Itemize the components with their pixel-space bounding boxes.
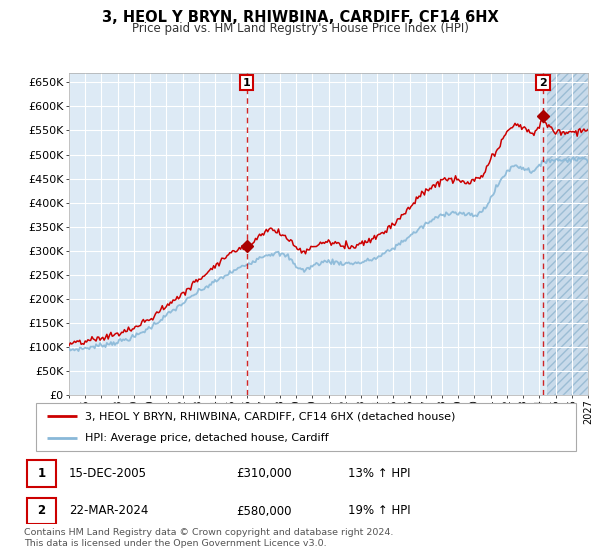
Text: 3, HEOL Y BRYN, RHIWBINA, CARDIFF, CF14 6HX (detached house): 3, HEOL Y BRYN, RHIWBINA, CARDIFF, CF14 … [85,411,455,421]
Text: Contains HM Land Registry data © Crown copyright and database right 2024.
This d: Contains HM Land Registry data © Crown c… [24,528,394,548]
Text: HPI: Average price, detached house, Cardiff: HPI: Average price, detached house, Card… [85,433,328,443]
Text: 2: 2 [539,78,547,87]
Text: 13% ↑ HPI: 13% ↑ HPI [347,466,410,480]
Text: 15-DEC-2005: 15-DEC-2005 [68,466,146,480]
FancyBboxPatch shape [27,460,56,487]
Text: 19% ↑ HPI: 19% ↑ HPI [347,505,410,517]
Text: £310,000: £310,000 [236,466,292,480]
Text: 22-MAR-2024: 22-MAR-2024 [68,505,148,517]
Text: 1: 1 [37,466,46,480]
Text: 3, HEOL Y BRYN, RHIWBINA, CARDIFF, CF14 6HX: 3, HEOL Y BRYN, RHIWBINA, CARDIFF, CF14 … [101,10,499,25]
Text: 1: 1 [243,78,251,87]
Text: £580,000: £580,000 [236,505,292,517]
Text: Price paid vs. HM Land Registry's House Price Index (HPI): Price paid vs. HM Land Registry's House … [131,22,469,35]
Bar [547,73,588,395]
Text: 2: 2 [37,505,46,517]
FancyBboxPatch shape [27,498,56,524]
Bar [547,73,588,395]
